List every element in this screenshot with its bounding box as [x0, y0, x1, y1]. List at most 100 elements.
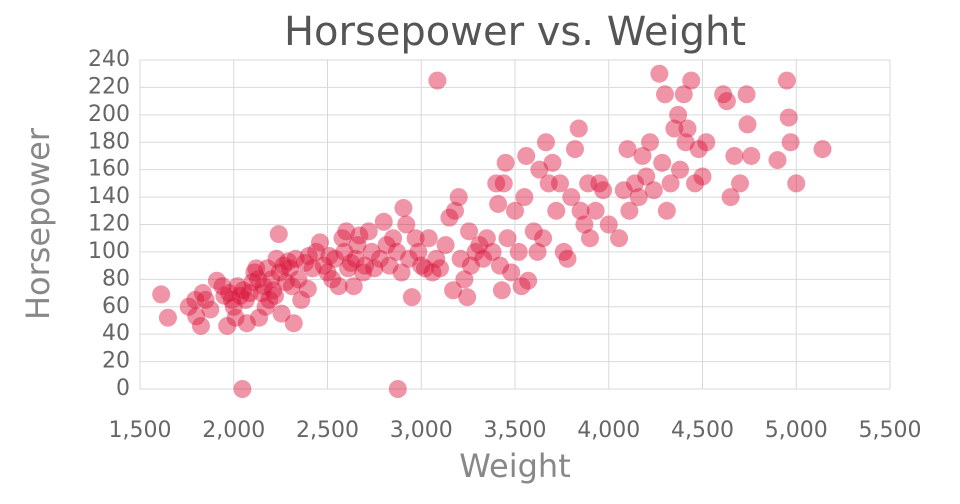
- point: [492, 281, 511, 300]
- point: [289, 270, 308, 289]
- point: [286, 249, 305, 268]
- point: [676, 133, 695, 152]
- point: [256, 297, 275, 316]
- point: [416, 259, 434, 278]
- point: [412, 256, 431, 275]
- point: [348, 236, 367, 255]
- point: [725, 146, 744, 165]
- point: [292, 290, 311, 309]
- point: [207, 271, 226, 290]
- point: [250, 308, 269, 327]
- point: [571, 201, 590, 220]
- point: [354, 263, 373, 282]
- point: [234, 281, 253, 300]
- point: [392, 263, 411, 282]
- point: [186, 290, 205, 309]
- point: [530, 160, 549, 179]
- point: [586, 201, 605, 220]
- point: [377, 236, 396, 255]
- point: [311, 233, 329, 252]
- point: [406, 229, 425, 248]
- point: [245, 263, 264, 282]
- point: [362, 242, 381, 261]
- point: [231, 286, 250, 305]
- point: [781, 133, 800, 152]
- point: [620, 201, 639, 220]
- point: [519, 271, 538, 290]
- point: [274, 256, 293, 275]
- point: [350, 226, 369, 245]
- point: [506, 201, 524, 220]
- point: [633, 146, 652, 165]
- point: [247, 259, 266, 278]
- point: [402, 288, 421, 307]
- point: [717, 92, 736, 111]
- x-tick-label: 2,000: [202, 418, 265, 443]
- point: [249, 270, 268, 289]
- point: [267, 249, 286, 268]
- point: [536, 133, 555, 152]
- point: [693, 167, 712, 186]
- point: [380, 256, 399, 275]
- point: [629, 188, 648, 207]
- point: [344, 277, 363, 296]
- point: [590, 174, 609, 193]
- point: [787, 174, 806, 193]
- y-tick-label: 200: [88, 102, 130, 127]
- point: [282, 277, 301, 296]
- point: [254, 277, 273, 296]
- point: [455, 270, 474, 289]
- point: [387, 242, 406, 261]
- point: [517, 146, 536, 165]
- point: [477, 229, 496, 248]
- point: [534, 229, 553, 248]
- point: [276, 273, 295, 292]
- point: [394, 199, 413, 218]
- point: [400, 249, 419, 268]
- point: [543, 153, 562, 172]
- point: [470, 236, 489, 255]
- point: [777, 71, 796, 90]
- point: [427, 249, 446, 268]
- point: [236, 290, 255, 309]
- point: [575, 215, 594, 234]
- point: [547, 201, 566, 220]
- point: [653, 153, 672, 172]
- point: [252, 284, 271, 303]
- point: [569, 119, 588, 138]
- point: [483, 242, 502, 261]
- point: [641, 133, 659, 152]
- point: [637, 167, 656, 186]
- point: [721, 188, 740, 207]
- x-tick-label: 5,500: [859, 418, 922, 443]
- point: [284, 314, 303, 333]
- point: [440, 208, 459, 227]
- point: [661, 174, 680, 193]
- y-tick-label: 140: [88, 184, 130, 209]
- point: [260, 290, 279, 309]
- point: [458, 288, 477, 307]
- point: [388, 380, 407, 398]
- y-tick-label: 100: [88, 239, 130, 264]
- point: [599, 215, 618, 234]
- point: [323, 270, 342, 289]
- point: [218, 316, 237, 335]
- point: [187, 307, 206, 326]
- point: [446, 201, 464, 220]
- point: [303, 259, 322, 278]
- point: [224, 297, 243, 316]
- point: [262, 270, 281, 289]
- point: [314, 256, 333, 275]
- point: [487, 174, 506, 193]
- point: [158, 308, 177, 327]
- point: [318, 263, 337, 282]
- point: [298, 279, 317, 298]
- point: [220, 284, 239, 303]
- point: [813, 140, 832, 159]
- point: [335, 242, 354, 261]
- point: [515, 188, 534, 207]
- point: [562, 188, 581, 207]
- point: [686, 174, 704, 193]
- point: [444, 281, 463, 300]
- y-axis-label: Horsepower: [19, 127, 57, 320]
